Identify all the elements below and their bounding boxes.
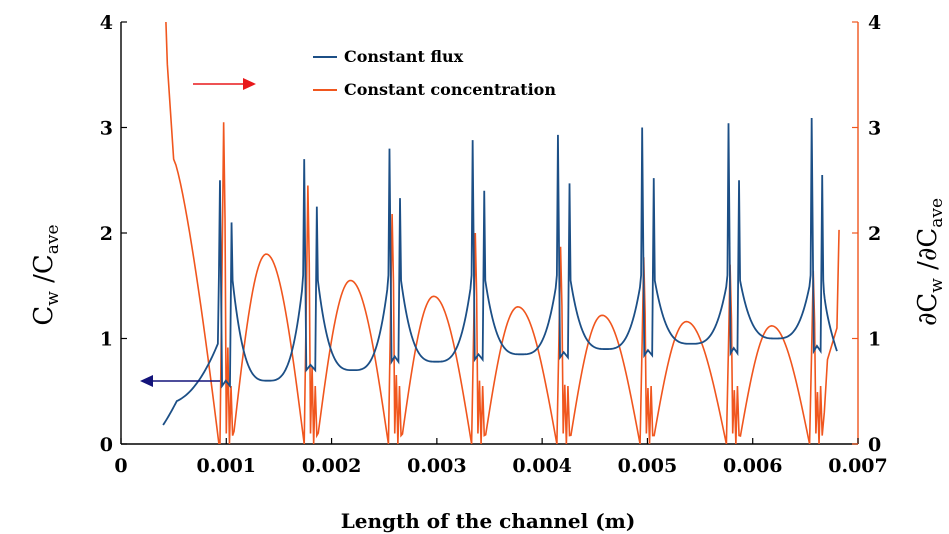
x-tick-label: 0 xyxy=(114,455,127,477)
x-tick-label: 0.005 xyxy=(618,455,678,477)
y-right-tick-label: 2 xyxy=(868,223,881,245)
y-right-tick-label: 4 xyxy=(868,12,881,34)
legend-label: Constant concentration xyxy=(344,80,556,99)
x-tick-label: 0.007 xyxy=(828,455,888,477)
legend: Constant flux Constant concentration xyxy=(313,47,556,99)
x-tick-label: 0.006 xyxy=(723,455,783,477)
legend-label: Constant flux xyxy=(344,47,464,66)
y-left-tick-label: 4 xyxy=(100,12,113,34)
y-right-tick-label: 3 xyxy=(868,118,881,140)
y-right-mid: /∂C xyxy=(913,228,943,278)
x-tick-label: 0.004 xyxy=(512,455,572,477)
series-constant-concentration-line xyxy=(165,22,840,444)
y-right-tick-label: 0 xyxy=(868,434,881,456)
right-axis-arrow-head xyxy=(243,78,256,90)
x-tick-label: 0.001 xyxy=(197,455,257,477)
y-left-tick-label: 0 xyxy=(100,434,113,456)
y-axis-right-title: ∂Cw /∂Cave xyxy=(913,198,947,326)
left-axis-arrow-head xyxy=(140,375,153,387)
y-left-tick-label: 2 xyxy=(100,223,113,245)
x-tick-label: 0.002 xyxy=(302,455,362,477)
annotations xyxy=(140,78,256,387)
y-right-sub1: w xyxy=(927,278,947,293)
y-right-sub2: ave xyxy=(927,198,947,228)
y-left-tick-label: 1 xyxy=(100,329,113,351)
y-left-tick-label: 3 xyxy=(100,118,113,140)
x-tick-label: 0.003 xyxy=(407,455,467,477)
y-left-mid: /C xyxy=(29,254,59,291)
axes: 0 0.001 0.002 0.003 0.004 0.005 0.006 0.0070123… xyxy=(100,12,888,477)
y-right-main: ∂C xyxy=(913,293,943,326)
x-axis-title: Length of the channel (m) xyxy=(341,509,636,533)
y-right-tick-label: 1 xyxy=(868,329,881,351)
y-left-sub1: w xyxy=(43,291,63,306)
series-group xyxy=(162,22,840,444)
y-axis-left-title: Cw /Cave xyxy=(29,224,63,325)
y-left-main: C xyxy=(29,306,59,326)
y-left-sub2: ave xyxy=(43,224,63,254)
series-constant-flux-line xyxy=(162,117,838,426)
